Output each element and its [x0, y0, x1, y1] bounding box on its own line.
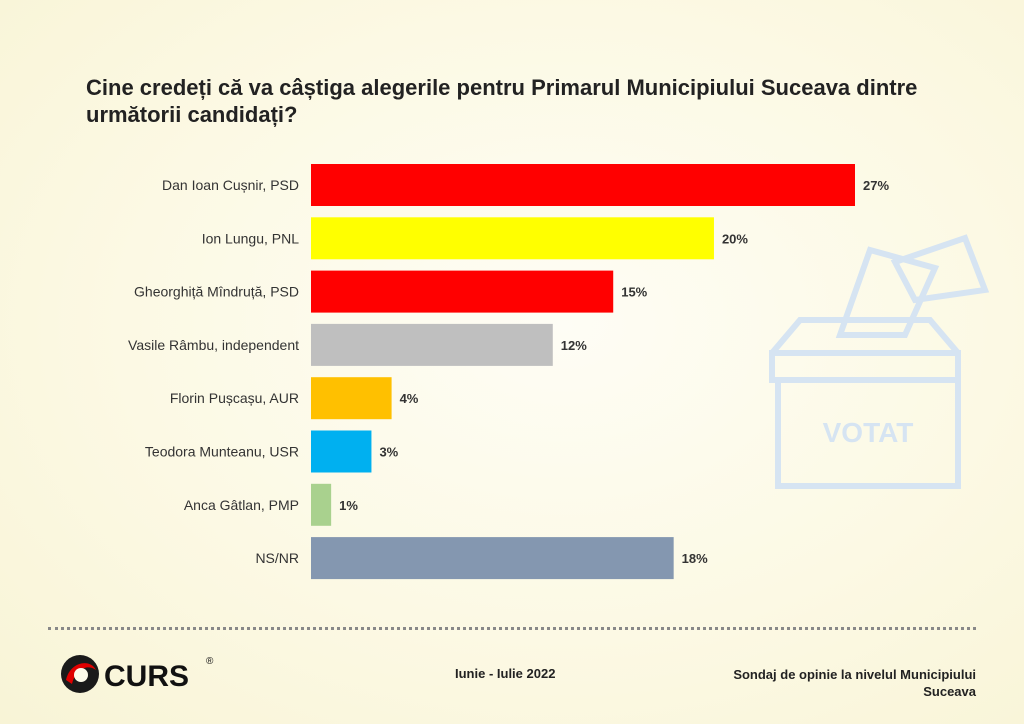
curs-logo: CURS ®: [61, 655, 214, 693]
chart-title: Cine credeți că va câștiga alegerile pen…: [86, 75, 918, 127]
value-label: 12%: [561, 338, 587, 353]
bar: [311, 537, 674, 580]
bar: [311, 430, 372, 473]
category-label: Ion Lungu, PNL: [202, 230, 300, 246]
bar: [311, 164, 855, 206]
category-label: Teodora Munteanu, USR: [145, 444, 299, 460]
value-label: 18%: [682, 551, 708, 566]
logo-registered-mark: ®: [206, 656, 214, 667]
watermark-text: VOTAT: [823, 417, 914, 448]
bar: [311, 217, 714, 260]
value-label: 4%: [400, 391, 419, 406]
category-label: Gheorghiță Mîndruță, PSD: [134, 284, 299, 300]
category-label: Florin Pușcașu, AUR: [170, 390, 299, 406]
category-label: Anca Gâtlan, PMP: [184, 497, 299, 513]
logo-swirl-icon: [61, 655, 99, 693]
bar: [311, 483, 332, 526]
bars-group: Dan Ioan Cușnir, PSD 27% Ion Lungu, PNL 20%…: [128, 164, 889, 580]
logo-text: CURS: [104, 660, 189, 693]
bar: [311, 323, 553, 366]
survey-note: Sondaj de opinie la nivelul Municipiului…: [733, 667, 976, 699]
category-label: NS/NR: [255, 550, 299, 566]
category-label: Vasile Râmbu, independent: [128, 337, 299, 353]
value-label: 27%: [863, 178, 889, 193]
value-label: 20%: [722, 231, 748, 246]
survey-date: Iunie - Iulie 2022: [455, 666, 556, 681]
bar: [311, 270, 614, 313]
bar: [311, 377, 392, 420]
value-label: 3%: [379, 445, 398, 460]
value-label: 15%: [621, 285, 647, 300]
value-label: 1%: [339, 498, 358, 513]
bar-chart: VOTAT Dan Ioan Cușnir, PSD 27% Ion Lungu, …: [128, 164, 990, 580]
footer-divider: [48, 627, 976, 630]
ballot-box-icon: VOTAT: [769, 234, 990, 489]
category-label: Dan Ioan Cușnir, PSD: [162, 177, 299, 193]
